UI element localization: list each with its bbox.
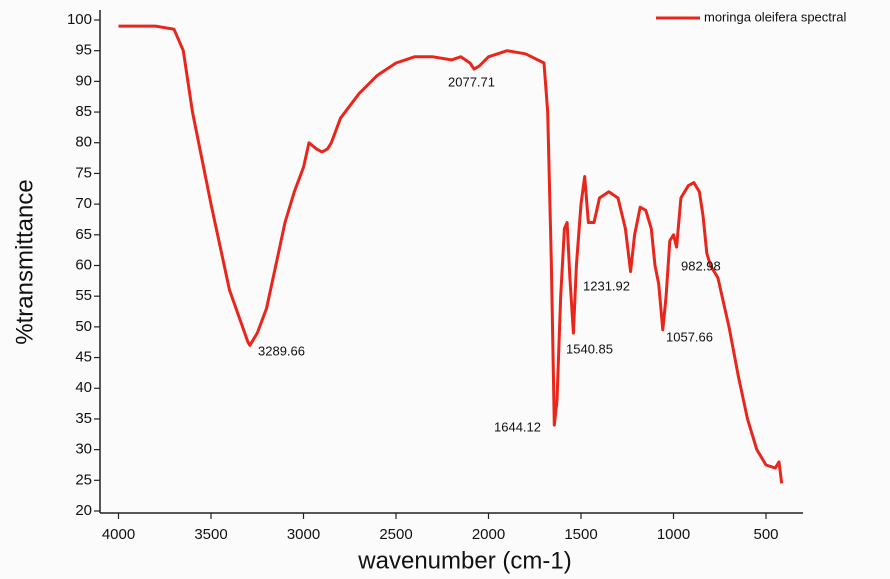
y-tick-label: 40	[75, 379, 92, 396]
y-tick-label: 25	[75, 471, 92, 488]
peak-annotation: 1057.66	[666, 329, 713, 344]
y-tick-label: 90	[75, 72, 92, 89]
x-tick-label: 3000	[287, 526, 320, 543]
y-tick-label: 30	[75, 441, 92, 458]
y-tick-label: 100	[67, 11, 92, 28]
y-tick-label: 85	[75, 103, 92, 120]
y-tick-label: 75	[75, 164, 92, 181]
x-tick-label: 3500	[194, 526, 227, 543]
legend-label: moringa oleifera spectral	[704, 9, 846, 24]
y-tick-label: 60	[75, 256, 92, 273]
x-tick-label: 1500	[564, 526, 597, 543]
spectrum-line	[118, 24, 784, 484]
y-tick-label: 20	[75, 502, 92, 519]
y-tick-label: 65	[75, 226, 92, 243]
x-tick-label: 2000	[472, 526, 505, 543]
x-axis-label: wavenumber (cm-1)	[357, 547, 571, 574]
peak-annotation: 3289.66	[258, 343, 305, 358]
y-tick-label: 45	[75, 349, 92, 366]
peak-annotation: 2077.71	[448, 74, 495, 89]
x-tick-label: 1000	[657, 526, 690, 543]
peak-annotation: 982.98	[681, 258, 721, 273]
x-tick-label: 4000	[102, 526, 135, 543]
peak-annotation: 1644.12	[494, 419, 541, 434]
x-tick-label: 2500	[379, 526, 412, 543]
y-tick-label: 50	[75, 318, 92, 335]
y-axis-label: %transmittance	[11, 179, 38, 344]
y-tick-label: 95	[75, 42, 92, 59]
y-tick-label: 55	[75, 287, 92, 304]
peak-annotation: 1540.85	[566, 341, 613, 356]
x-tick-label: 500	[753, 526, 778, 543]
y-tick-label: 35	[75, 410, 92, 427]
y-tick-label: 70	[75, 195, 92, 212]
peak-annotation: 1231.92	[583, 278, 630, 293]
y-tick-label: 80	[75, 134, 92, 151]
